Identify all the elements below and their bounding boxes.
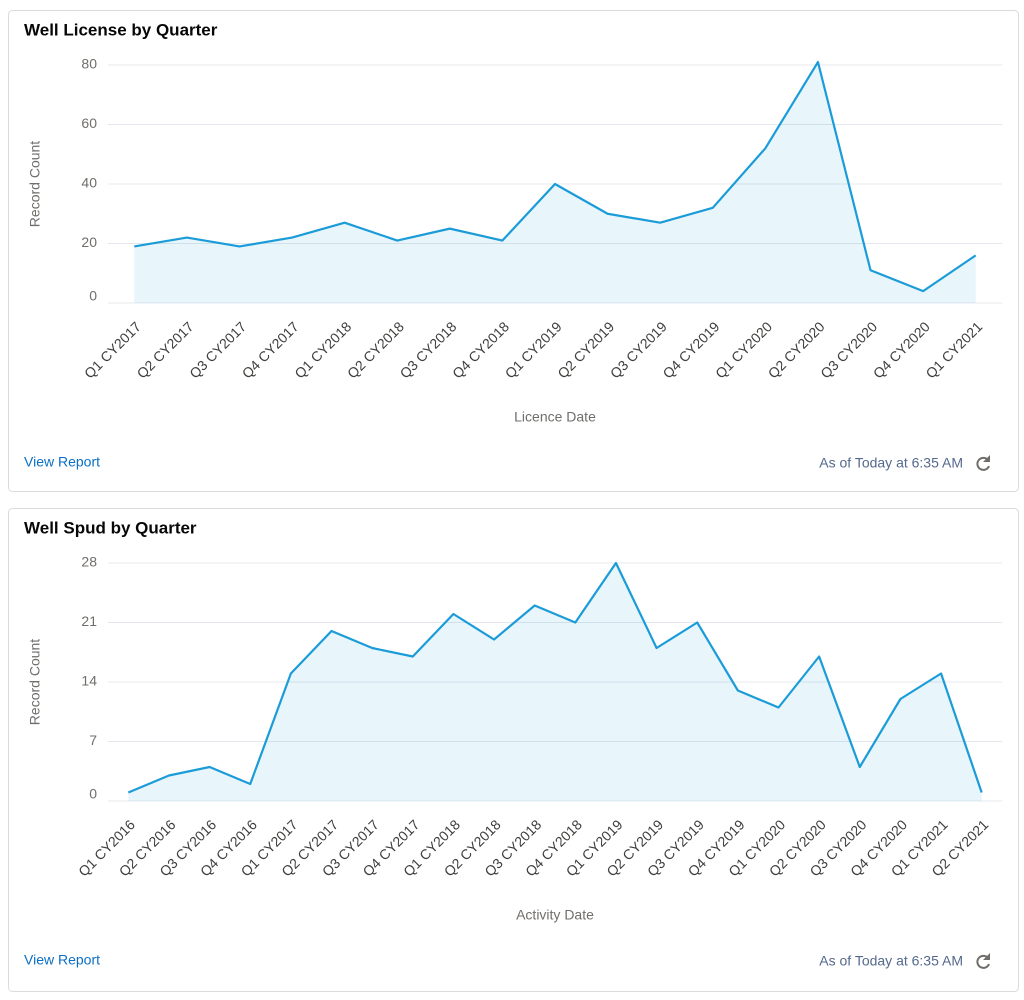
x-axis-title: Licence Date — [514, 409, 596, 425]
y-tick-label: 0 — [89, 288, 97, 304]
y-tick-label: 28 — [81, 554, 97, 570]
refresh-icon[interactable] — [976, 456, 990, 471]
line — [134, 60, 977, 293]
timestamp: As of Today at 6:35 AM — [819, 953, 963, 969]
y-tick-label: 0 — [89, 786, 97, 802]
y-tick-label: 7 — [89, 732, 97, 748]
timestamp: As of Today at 6:35 AM — [819, 455, 963, 471]
view-report-link[interactable]: View Report — [24, 952, 100, 968]
chart-title: Well License by Quarter — [24, 20, 218, 39]
y-tick-label: 21 — [81, 613, 97, 629]
line — [127, 561, 983, 794]
refresh-icon-arrow[interactable] — [983, 953, 990, 960]
card — [8, 10, 1019, 492]
y-tick-label: 14 — [81, 673, 97, 689]
y-tick-label: 40 — [81, 175, 97, 191]
refresh-icon-arrow[interactable] — [983, 455, 990, 462]
y-axis-title: Record Count — [27, 639, 43, 725]
y-axis-title: Record Count — [27, 141, 43, 227]
y-tick-label: 60 — [81, 115, 97, 131]
refresh-icon[interactable] — [976, 954, 990, 969]
area — [128, 563, 982, 801]
y-tick-label: 80 — [81, 56, 97, 72]
view-report-link[interactable]: View Report — [24, 454, 100, 470]
x-axis-title: Activity Date — [516, 907, 594, 923]
y-tick-label: 20 — [81, 234, 97, 250]
card — [8, 508, 1019, 992]
chart-title: Well Spud by Quarter — [24, 518, 197, 537]
area — [134, 62, 976, 304]
